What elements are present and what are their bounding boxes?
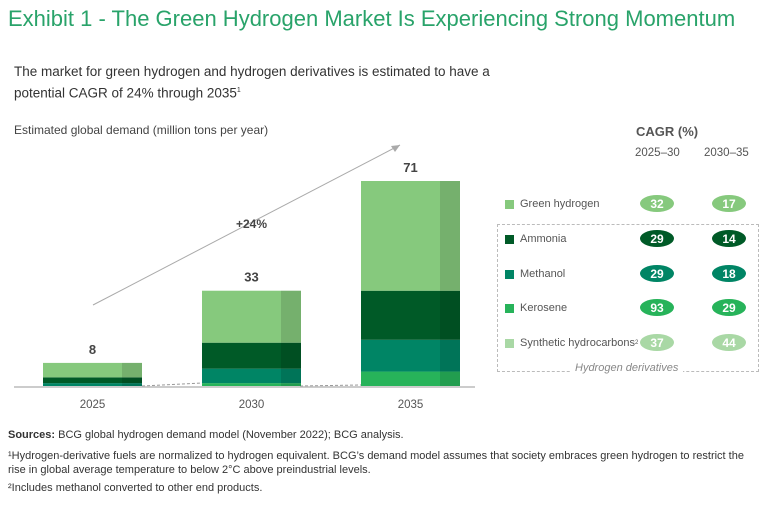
bar-segment-shade	[440, 339, 460, 372]
footnote-2: ²Includes methanol converted to other en…	[8, 482, 263, 494]
bar-segment-shade	[440, 371, 460, 386]
bar-segment-shade	[281, 342, 301, 369]
bar-segment-shade	[281, 368, 301, 384]
total-label: 8	[89, 342, 96, 357]
legend-swatch	[505, 303, 514, 313]
legend-label: Synthetic hydrocarbons	[520, 337, 635, 349]
bar-segment-green-hydrogen	[202, 290, 301, 343]
growth-arrow	[92, 144, 401, 306]
bar-segment-methanol	[361, 339, 460, 372]
legend-item: Kerosene	[505, 302, 567, 314]
bar-segment-shade	[440, 290, 460, 340]
x-tick-label: 2030	[239, 399, 265, 411]
bar-segment-shade	[122, 362, 142, 378]
bar-segment-shade	[281, 383, 301, 386]
legend-item: Synthetic hydrocarbons 2	[505, 337, 638, 349]
connector	[299, 384, 362, 387]
footnote-1: ¹Hydrogen-derivative fuels are normalize…	[8, 450, 744, 476]
cagr-pill: 29	[640, 230, 674, 247]
bar-segment-green-hydrogen	[43, 362, 142, 378]
cagr-pill: 14	[712, 230, 746, 247]
legend-item: Ammonia	[505, 233, 566, 245]
legend-swatch	[505, 338, 514, 348]
growth-arrowhead	[391, 145, 400, 152]
sources-label: Sources:	[8, 429, 56, 441]
cagr-pill: 93	[640, 299, 674, 316]
cagr-pill: 18	[712, 265, 746, 282]
legend-footnote-mark: 2	[634, 340, 639, 346]
subtitle-footnote-mark: 1	[236, 87, 241, 94]
bar-segment-methanol	[43, 383, 142, 386]
cagr-pill: 37	[640, 334, 674, 351]
cagr-title: CAGR (%)	[636, 124, 699, 139]
exhibit-title: Exhibit 1 - The Green Hydrogen Market Is…	[8, 6, 736, 31]
bar-segment-methanol	[202, 368, 301, 384]
bar-segment-ammonia	[43, 377, 142, 384]
legend-item: Methanol	[505, 268, 565, 280]
total-label: 33	[244, 270, 258, 285]
bar-segment-shade	[122, 377, 142, 384]
hydrogen-derivatives-label: Hydrogen derivatives	[570, 362, 684, 374]
cagr-pill: 44	[712, 334, 746, 351]
cagr-pill: 29	[712, 299, 746, 316]
bar-segment-shade	[122, 383, 142, 386]
legend-label: Kerosene	[520, 302, 568, 314]
legend-swatch	[505, 234, 514, 244]
connector	[141, 382, 203, 387]
bar-segment-shade	[281, 290, 301, 343]
x-tick-label: 2025	[80, 399, 106, 411]
subtitle: The market for green hydrogen and hydrog…	[14, 62, 534, 103]
bar-segment-ammonia	[361, 290, 460, 340]
cagr-pill: 17	[712, 195, 746, 212]
bar-segment-kerosene	[361, 371, 460, 386]
sources-text: BCG global hydrogen demand model (Novemb…	[55, 429, 404, 441]
legend-label: Green hydrogen	[520, 198, 600, 210]
legend-swatch	[505, 199, 514, 209]
subtitle-text: The market for green hydrogen and hydrog…	[14, 64, 490, 101]
bar-segment-ammonia	[202, 342, 301, 369]
x-tick-label: 2035	[398, 399, 424, 411]
sources: Sources: BCG global hydrogen demand mode…	[8, 428, 758, 442]
legend-label: Methanol	[520, 268, 566, 280]
legend-label: Ammonia	[520, 233, 567, 245]
legend-swatch	[505, 269, 514, 279]
legend-item: Green hydrogen	[505, 198, 600, 210]
cagr-pill: 32	[640, 195, 674, 212]
bar-segment-shade	[440, 181, 460, 291]
growth-annotation: +24%	[236, 217, 268, 231]
bar-segment-green-hydrogen	[361, 181, 460, 291]
total-label: 71	[403, 160, 417, 175]
cagr-pill: 29	[640, 265, 674, 282]
bar-segment-kerosene	[202, 383, 301, 386]
cagr-column-header: 2025–30	[635, 147, 680, 159]
cagr-column-header: 2030–35	[704, 147, 749, 159]
y-axis-label: Estimated global demand (million tons pe…	[14, 123, 269, 137]
